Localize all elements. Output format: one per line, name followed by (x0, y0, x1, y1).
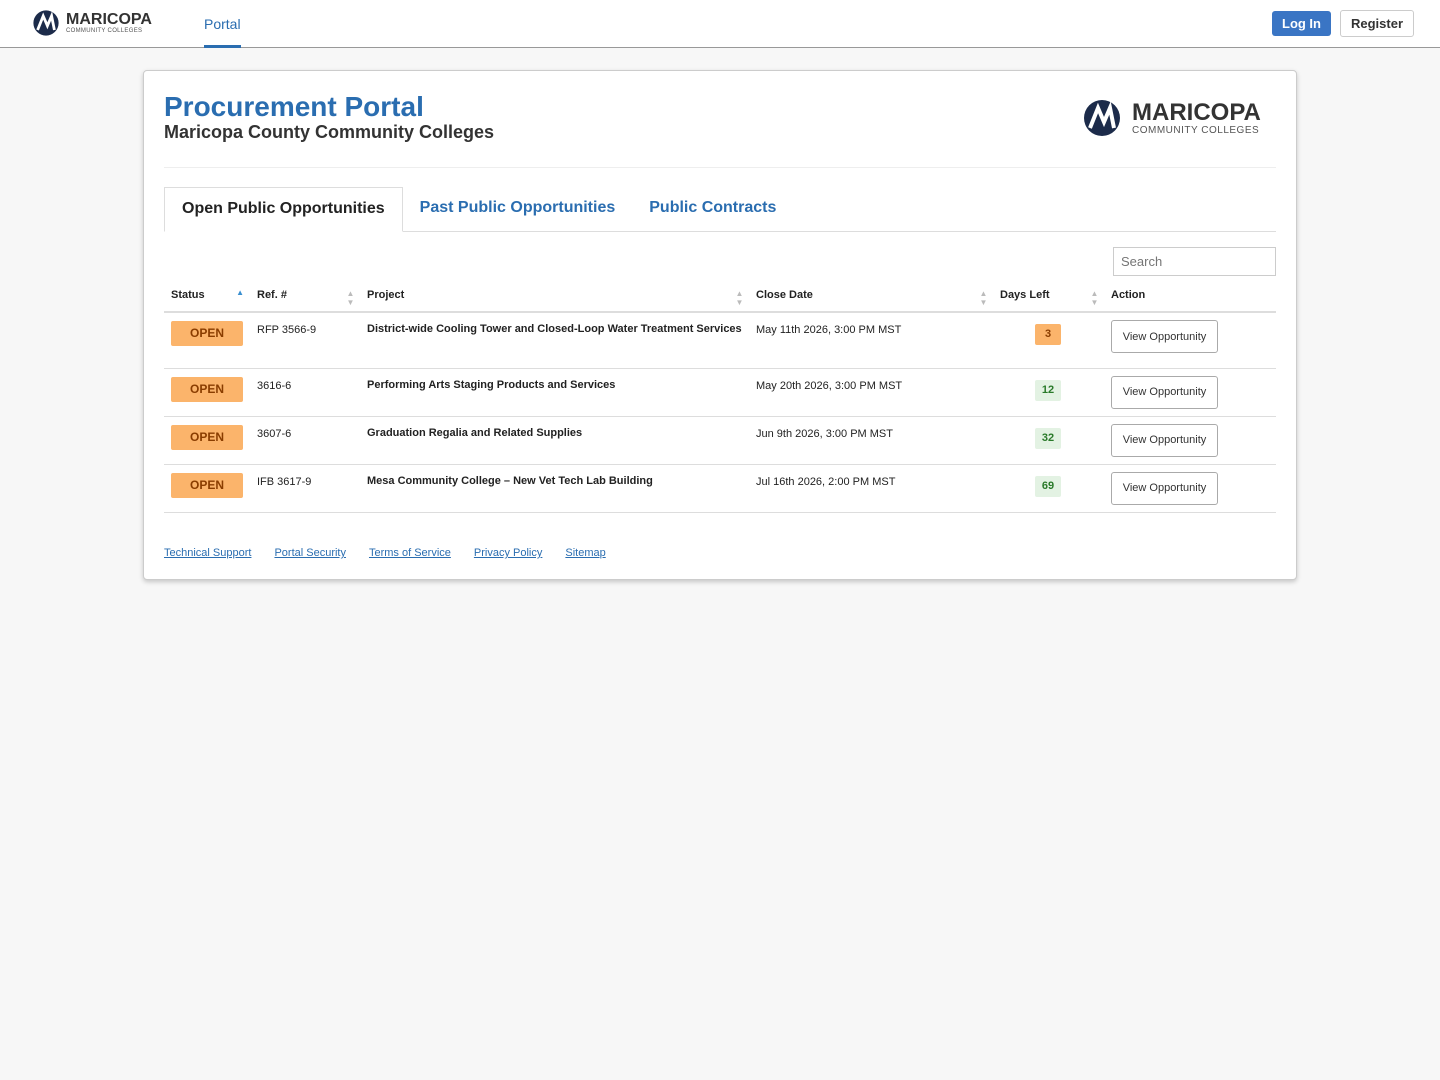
column-header[interactable]: Close Date ▲▼ (749, 279, 993, 313)
logo-sub: COMMUNITY COLLEGES (1132, 124, 1260, 136)
view-button[interactable]: View Opportunity (1111, 471, 1218, 505)
view-button[interactable]: View Opportunity (1111, 375, 1218, 409)
action-cell: View Opportunity (1104, 311, 1276, 369)
days-left-badge: 12 (1035, 379, 1061, 401)
logo-name: MARICOPA (1132, 98, 1261, 126)
search-input[interactable] (1113, 247, 1276, 276)
column-label: Close Date (756, 289, 813, 301)
table-row: OPEN 3607-6 Graduation Regalia and Related… (164, 416, 1276, 465)
tab[interactable]: Public Contracts (649, 199, 777, 216)
login-button[interactable]: Log In (1272, 11, 1331, 36)
days-left-badge: 3 (1035, 324, 1061, 345)
navbar: MARICOPA COMMUNITY COLLEGES Portal Log In… (0, 0, 1440, 48)
table-row: OPEN 3616-6 Performing Arts Staging Produc… (164, 368, 1276, 417)
column-header[interactable]: Status ▲ (164, 279, 250, 313)
status-cell: OPEN (164, 416, 250, 465)
sort-icon[interactable]: ▲▼ (735, 289, 744, 307)
column-header[interactable]: Ref. # ▲▼ (250, 279, 360, 313)
ref-cell: 3607-6 (250, 416, 360, 465)
footer-link[interactable]: Privacy Policy (473, 547, 543, 559)
table-row: OPEN RFP 3566-9 District-wide Cooling Towe… (164, 311, 1276, 369)
project-cell: Mesa Community College – New Vet Tech La… (360, 464, 749, 513)
sort-icon[interactable]: ▲▼ (346, 289, 355, 307)
opportunities-table: Status ▲ Ref. # ▲▼ Project ▲▼ Close Date ▲▼ Days… (164, 279, 1276, 513)
brand-sub: COMMUNITY COLLEGES (66, 28, 143, 34)
project-cell: District-wide Cooling Tower and Closed-L… (360, 311, 749, 369)
status-badge: OPEN (171, 321, 243, 346)
sort-icon[interactable]: ▲ (236, 288, 244, 297)
status-badge: OPEN (171, 424, 243, 450)
status-badge: OPEN (171, 472, 243, 498)
close-date-cell: Jul 16th 2026, 2:00 PM MST (749, 464, 993, 513)
ref-cell: 3616-6 (250, 368, 360, 417)
days-left-cell: 3 (993, 311, 1104, 369)
days-left-badge: 69 (1035, 475, 1061, 497)
brand-logo (33, 10, 59, 36)
project-cell: Performing Arts Staging Products and Ser… (360, 368, 749, 417)
ref-cell: IFB 3617-9 (250, 464, 360, 513)
footer-link[interactable]: Sitemap (565, 547, 606, 559)
card: Procurement Portal Maricopa County Commu… (143, 70, 1297, 580)
days-left-cell: 69 (993, 464, 1104, 513)
brand[interactable]: MARICOPA COMMUNITY COLLEGES (32, 8, 152, 38)
logo-text: MARICOPA COMMUNITY COLLEGES (1132, 98, 1261, 136)
column-label: Ref. # (257, 289, 287, 301)
divider (164, 167, 1276, 168)
column-label: Action (1111, 289, 1146, 301)
tab[interactable]: Open Public Opportunities (164, 187, 403, 232)
footer-link[interactable]: Portal Security (274, 547, 346, 559)
days-left-badge: 32 (1035, 427, 1061, 449)
column-header[interactable]: Project ▲▼ (360, 279, 749, 313)
action-cell: View Opportunity (1104, 416, 1276, 465)
view-button[interactable]: View Opportunity (1111, 423, 1218, 457)
tab[interactable]: Past Public Opportunities (419, 199, 616, 216)
footer-link[interactable]: Terms of Service (368, 547, 451, 559)
days-left-cell: 32 (993, 416, 1104, 465)
status-badge: OPEN (171, 376, 243, 402)
table-header: Status ▲ Ref. # ▲▼ Project ▲▼ Close Date ▲▼ Days… (164, 279, 1276, 313)
page-subtitle: Maricopa County Community Colleges (164, 122, 495, 142)
footer-link[interactable]: Technical Support (164, 547, 252, 559)
column-label: Status (171, 289, 205, 301)
logo: MARICOPA COMMUNITY COLLEGES (1082, 97, 1261, 139)
close-date-cell: May 20th 2026, 3:00 PM MST (749, 368, 993, 417)
page-title: Procurement Portal (164, 91, 424, 122)
sort-icon[interactable]: ▲▼ (979, 289, 988, 307)
column-label: Days Left (1000, 289, 1050, 301)
days-left-cell: 12 (993, 368, 1104, 417)
action-cell: View Opportunity (1104, 464, 1276, 513)
nav-link[interactable]: Portal (204, 0, 241, 48)
action-cell: View Opportunity (1104, 368, 1276, 417)
column-header: Action (1104, 279, 1276, 313)
brand-name: MARICOPA (66, 11, 152, 28)
brand-text: MARICOPA COMMUNITY COLLEGES (66, 11, 152, 35)
status-cell: OPEN (164, 464, 250, 513)
table-row: OPEN IFB 3617-9 Mesa Community College – N… (164, 464, 1276, 513)
table-body: OPEN RFP 3566-9 District-wide Cooling Towe… (164, 311, 1276, 513)
status-cell: OPEN (164, 311, 250, 369)
logo-mark (1084, 100, 1120, 136)
ref-cell: RFP 3566-9 (250, 311, 360, 369)
footer: Technical Support Portal Security Terms of… (164, 547, 606, 559)
column-label: Project (367, 289, 405, 301)
register-button[interactable]: Register (1340, 10, 1414, 37)
close-date-cell: Jun 9th 2026, 3:00 PM MST (749, 416, 993, 465)
project-cell: Graduation Regalia and Related Supplies (360, 416, 749, 465)
view-button[interactable]: View Opportunity (1111, 320, 1218, 353)
status-cell: OPEN (164, 368, 250, 417)
close-date-cell: May 11th 2026, 3:00 PM MST (749, 311, 993, 369)
tabs: Open Public Opportunities Past Public Opp… (164, 187, 1276, 232)
sort-icon[interactable]: ▲▼ (1090, 289, 1099, 307)
column-header[interactable]: Days Left ▲▼ (993, 279, 1104, 313)
